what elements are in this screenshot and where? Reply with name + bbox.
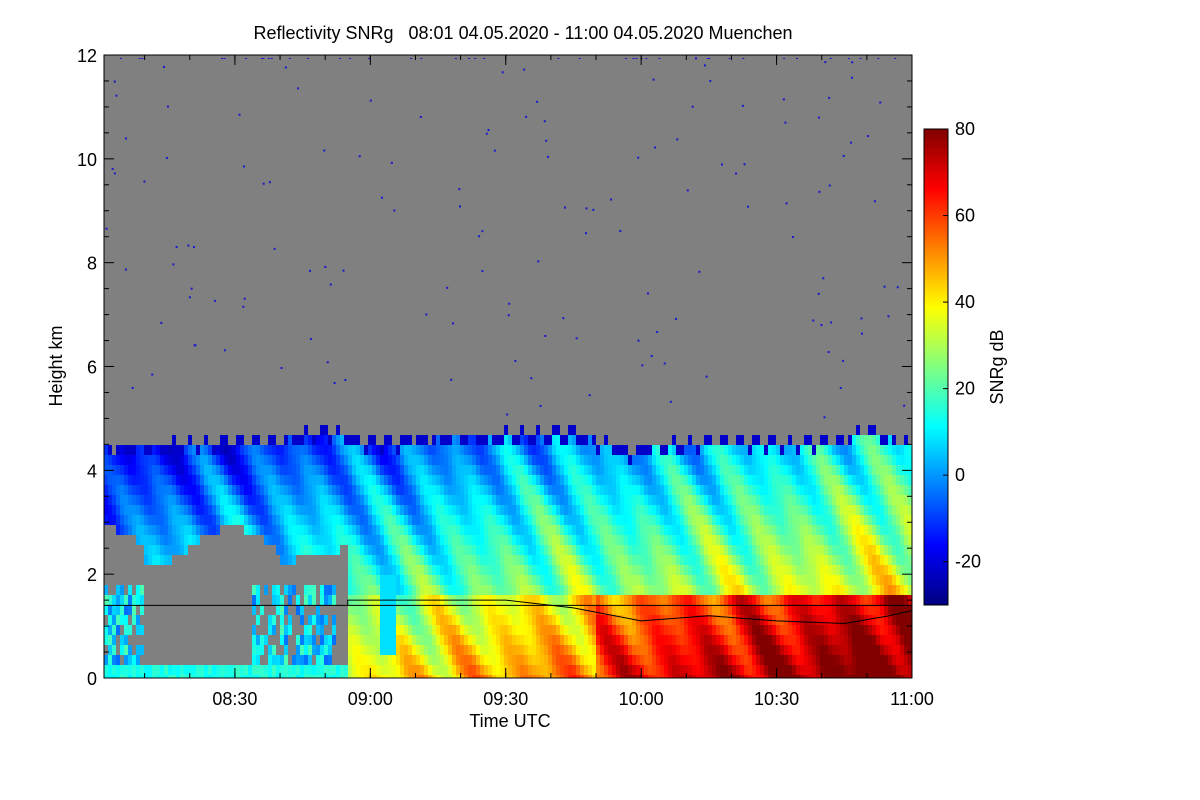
y-tick-label: 2 — [87, 565, 97, 585]
y-tick-label: 0 — [87, 669, 97, 689]
overlay-lines — [104, 599, 912, 624]
x-tick-label: 11:00 — [890, 689, 934, 709]
colorbar — [923, 128, 949, 606]
reflectivity-field — [104, 425, 912, 678]
boundary-layer-line — [347, 599, 912, 624]
colorbar-tick-label: 0 — [955, 465, 965, 485]
y-tick-label: 8 — [87, 254, 97, 274]
noise-speckle — [105, 57, 906, 419]
x-tick-label: 08:30 — [212, 689, 257, 709]
x-tick-label: 09:30 — [483, 689, 528, 709]
colorbar-tick-label: 60 — [955, 206, 975, 226]
y-tick-label: 12 — [77, 46, 97, 66]
colorbar-tick-label: 20 — [955, 379, 975, 399]
x-axis: 08:30 09:00 09:30 10:00 10:30 11:00 — [144, 55, 934, 709]
x-tick-label: 10:30 — [754, 689, 799, 709]
x-tick-label: 10:00 — [619, 689, 664, 709]
colorbar-tick-label: -20 — [955, 552, 981, 572]
chart-title: Reflectivity SNRg 08:01 04.05.2020 - 11:… — [253, 23, 792, 43]
colorbar-ticks: -20 0 20 40 60 80 — [943, 119, 981, 572]
x-tick-label: 09:00 — [348, 689, 393, 709]
y-axis-label: Height km — [46, 325, 66, 406]
y-tick-label: 6 — [87, 358, 97, 378]
y-tick-label: 10 — [77, 150, 97, 170]
y-tick-label: 4 — [87, 461, 97, 481]
y-axis: 0 2 4 6 8 10 12 — [77, 46, 912, 689]
x-axis-label: Time UTC — [469, 711, 550, 731]
colorbar-label: SNRg dB — [987, 329, 1007, 404]
colorbar-tick-label: 80 — [955, 119, 975, 139]
colorbar-tick-label: 40 — [955, 292, 975, 312]
